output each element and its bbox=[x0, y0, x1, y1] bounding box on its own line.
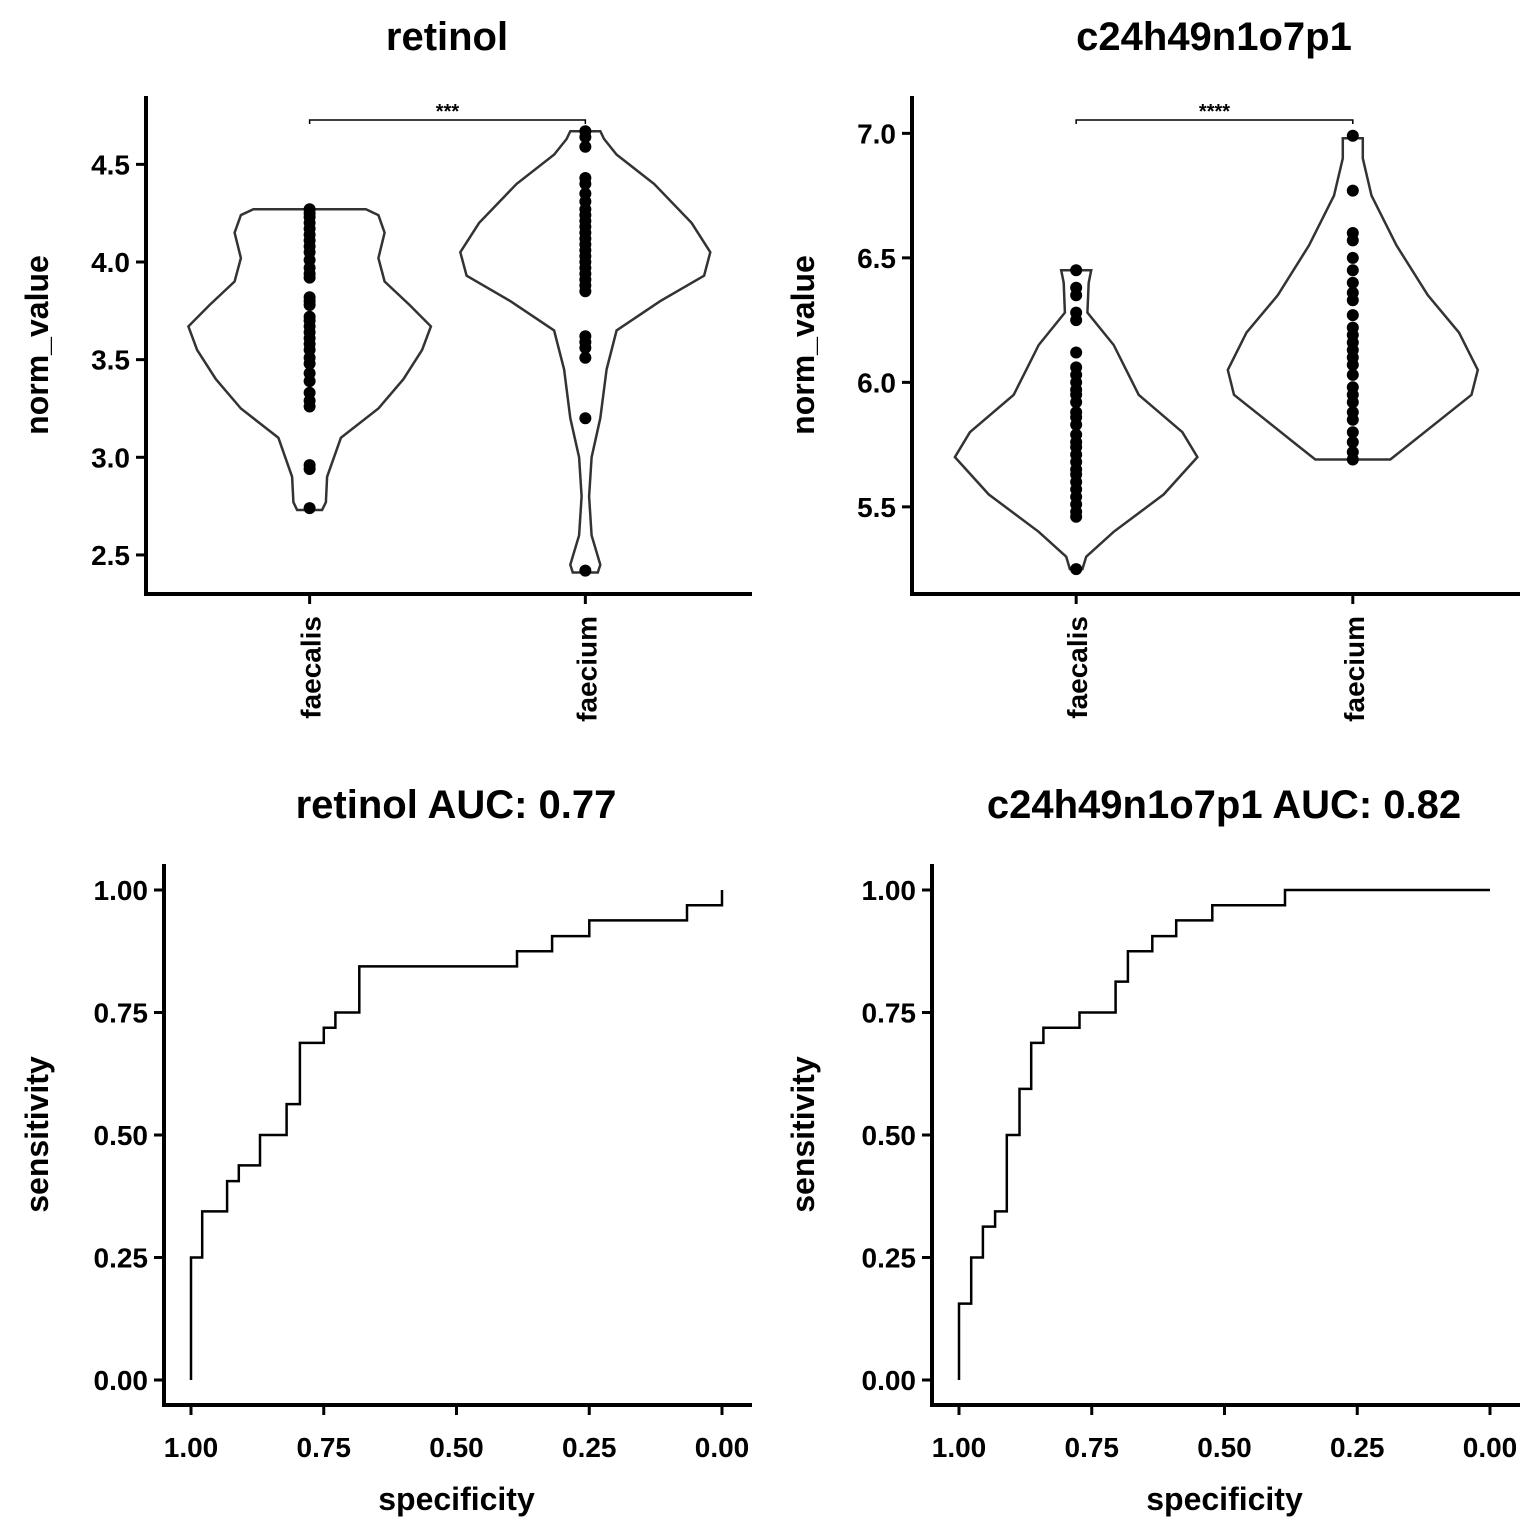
x-tick-label: 0.00 bbox=[695, 1432, 750, 1463]
data-point bbox=[579, 412, 592, 425]
x-tick-label: faecalis bbox=[1062, 616, 1093, 719]
y-axis-label: sensitivity bbox=[19, 1056, 55, 1213]
data-point bbox=[303, 375, 316, 388]
data-point bbox=[579, 564, 592, 577]
x-tick-label: 1.00 bbox=[164, 1432, 219, 1463]
x-tick-label: 0.00 bbox=[1463, 1432, 1518, 1463]
data-point bbox=[1346, 129, 1359, 142]
data-point bbox=[579, 177, 592, 190]
significance-label: *** bbox=[436, 101, 460, 123]
data-point bbox=[1070, 289, 1083, 302]
data-point bbox=[579, 285, 592, 298]
data-point bbox=[1346, 294, 1359, 307]
y-tick-label: 0.75 bbox=[94, 998, 149, 1029]
y-tick-label: 7.0 bbox=[857, 118, 896, 149]
x-axis-label: specificity bbox=[1146, 1481, 1303, 1517]
data-point bbox=[1346, 358, 1359, 371]
violin-panel-retinol: retinol norm_value 2.5 3.0 3.5 4.0 4.5 faecalis… bbox=[19, 15, 752, 722]
data-point bbox=[1346, 264, 1359, 277]
x-tick-label: faecalis bbox=[296, 616, 327, 719]
x-tick-label: 0.50 bbox=[1197, 1432, 1252, 1463]
y-tick-label: 0.75 bbox=[862, 998, 917, 1029]
x-tick-label: 0.75 bbox=[297, 1432, 352, 1463]
x-tick-label: 1.00 bbox=[932, 1432, 987, 1463]
y-tick-label: 4.5 bbox=[91, 149, 130, 180]
chart-title: c24h49n1o7p1 AUC: 0.82 bbox=[987, 783, 1461, 827]
data-point bbox=[579, 351, 592, 364]
data-point bbox=[1070, 396, 1083, 409]
y-tick-label: 4.0 bbox=[91, 247, 130, 278]
y-tick-label: 0.25 bbox=[94, 1243, 149, 1274]
data-point bbox=[579, 341, 592, 354]
y-tick-label: 3.5 bbox=[91, 345, 130, 376]
chart-title: retinol bbox=[386, 15, 508, 59]
x-tick-label: 0.75 bbox=[1065, 1432, 1120, 1463]
data-point bbox=[1070, 314, 1083, 327]
data-point bbox=[303, 502, 316, 515]
data-point bbox=[1346, 453, 1359, 466]
chart-title: retinol AUC: 0.77 bbox=[296, 783, 617, 827]
roc-curve bbox=[957, 888, 1490, 1380]
y-tick-label: 0.25 bbox=[862, 1243, 917, 1274]
y-tick-label: 0.00 bbox=[862, 1365, 917, 1396]
data-point bbox=[1346, 396, 1359, 409]
x-tick-label: 0.50 bbox=[429, 1432, 484, 1463]
violin-panel-c24h49n1o7p1: c24h49n1o7p1 norm_value 5.5 6.0 6.5 7.0 faecal… bbox=[785, 15, 1520, 722]
x-tick-label: faecium bbox=[571, 616, 602, 722]
data-point bbox=[1070, 264, 1083, 277]
data-point bbox=[1070, 418, 1083, 431]
x-tick-label: 0.25 bbox=[1330, 1432, 1385, 1463]
data-point bbox=[1346, 426, 1359, 439]
y-tick-label: 6.5 bbox=[857, 243, 896, 274]
data-point bbox=[1346, 251, 1359, 264]
x-axis-label: specificity bbox=[378, 1481, 535, 1517]
data-point bbox=[1346, 276, 1359, 289]
y-axis-label: sensitivity bbox=[785, 1056, 821, 1213]
data-point bbox=[1346, 309, 1359, 322]
data-point bbox=[303, 357, 316, 370]
significance-bracket bbox=[1075, 119, 1354, 124]
y-tick-label: 2.5 bbox=[91, 540, 130, 571]
x-tick-label: faecium bbox=[1339, 616, 1370, 722]
data-point bbox=[303, 463, 316, 475]
data-point bbox=[1070, 510, 1083, 523]
data-point bbox=[1346, 413, 1359, 426]
y-axis-label: norm_value bbox=[19, 255, 55, 435]
y-tick-label: 0.50 bbox=[862, 1120, 917, 1151]
roc-curve bbox=[189, 890, 724, 1380]
y-tick-label: 5.5 bbox=[857, 492, 896, 523]
data-point bbox=[1346, 436, 1359, 449]
y-tick-label: 1.00 bbox=[862, 875, 917, 906]
y-tick-label: 0.50 bbox=[94, 1120, 149, 1151]
y-axis-label: norm_value bbox=[785, 255, 821, 435]
y-tick-label: 0.00 bbox=[94, 1365, 149, 1396]
data-point bbox=[579, 131, 592, 143]
data-point bbox=[1346, 368, 1359, 381]
axes bbox=[910, 96, 1520, 596]
data-point bbox=[303, 271, 316, 284]
data-point bbox=[1070, 346, 1083, 359]
data-point bbox=[303, 299, 316, 311]
roc-panel-c24h49n1o7p1: c24h49n1o7p1 AUC: 0.82 sensitivity specifi… bbox=[785, 783, 1520, 1517]
data-point bbox=[1070, 563, 1083, 576]
x-tick-label: 0.25 bbox=[562, 1432, 617, 1463]
axes bbox=[162, 864, 752, 1407]
data-point bbox=[1346, 234, 1359, 247]
roc-panel-retinol: retinol AUC: 0.77 sensitivity specificity 0… bbox=[19, 783, 752, 1517]
significance-bracket bbox=[308, 119, 587, 124]
data-point bbox=[1346, 184, 1359, 197]
data-point bbox=[579, 140, 592, 153]
axes bbox=[930, 864, 1520, 1407]
significance-label: **** bbox=[1199, 101, 1230, 123]
data-point bbox=[303, 400, 316, 413]
y-tick-label: 3.0 bbox=[91, 442, 130, 473]
y-tick-label: 6.0 bbox=[857, 367, 896, 398]
y-tick-label: 1.00 bbox=[94, 875, 149, 906]
chart-title: c24h49n1o7p1 bbox=[1076, 15, 1352, 59]
